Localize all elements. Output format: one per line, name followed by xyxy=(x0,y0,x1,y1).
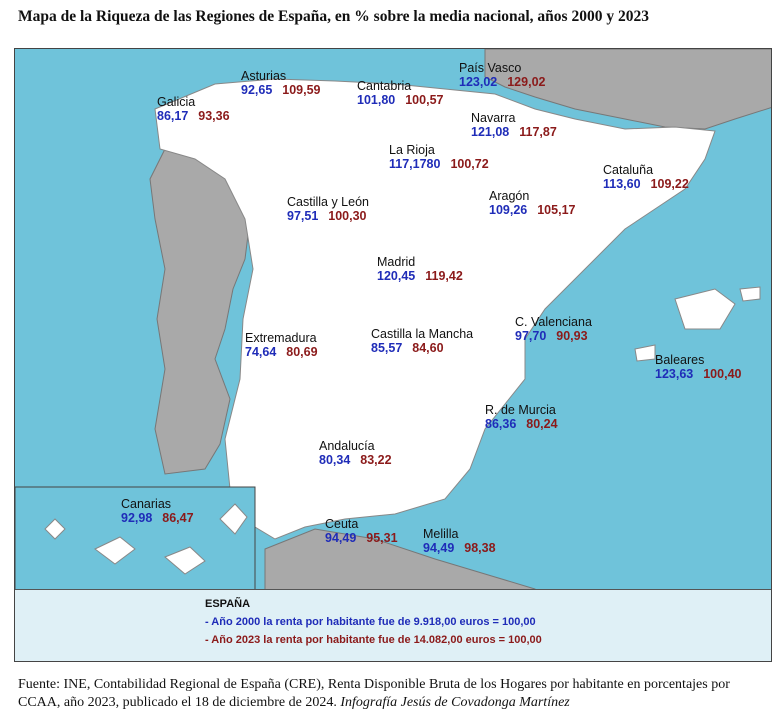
galicia-2023: 93,36 xyxy=(198,109,230,123)
madrid-name: Madrid xyxy=(377,255,416,269)
map-area: Galicia 86,17 93,36 Asturias 92,65 109,59 … xyxy=(14,48,772,662)
larioja-name: La Rioja xyxy=(389,143,435,157)
region-cataluna: Cataluña 113,60 109,22 xyxy=(603,163,689,191)
cyl-name: Castilla y León xyxy=(287,195,369,209)
canarias-2000: 92,98 xyxy=(121,511,153,525)
asturias-2023: 109,59 xyxy=(282,83,321,97)
region-cyl: Castilla y León 97,51 100,30 xyxy=(287,195,369,223)
melilla-2000: 94,49 xyxy=(423,541,455,555)
region-cantabria: Cantabria 101,80 100,57 xyxy=(357,79,443,107)
region-clm: Castilla la Mancha 85,57 84,60 xyxy=(371,327,473,355)
legend-2000: - Año 2000 la renta por habitante fue de… xyxy=(205,616,536,628)
ceuta-name: Ceuta xyxy=(325,517,359,531)
cantabria-2000: 101,80 xyxy=(357,93,396,107)
cataluna-2000: 113,60 xyxy=(603,177,641,191)
paisvasco-2023: 129,02 xyxy=(507,75,546,89)
larioja-2023: 100,72 xyxy=(450,157,489,171)
region-murcia: R. de Murcia 86,36 80,24 xyxy=(485,403,558,431)
murcia-2000: 86,36 xyxy=(485,417,517,431)
valenciana-2023: 90,93 xyxy=(556,329,588,343)
region-baleares: Baleares 123,63 100,40 xyxy=(655,353,741,381)
aragon-2000: 109,26 xyxy=(489,203,528,217)
region-paisvasco: País Vasco 123,02 129,02 xyxy=(459,61,545,89)
clm-name: Castilla la Mancha xyxy=(371,327,474,341)
andalucia-2023: 83,22 xyxy=(360,453,392,467)
melilla-name: Melilla xyxy=(423,527,459,541)
region-extremadura: Extremadura 74,64 80,69 xyxy=(245,331,318,359)
extremadura-2000: 74,64 xyxy=(245,345,277,359)
cyl-2000: 97,51 xyxy=(287,209,319,223)
larioja-2000: 117,1780 xyxy=(389,157,441,171)
extremadura-name: Extremadura xyxy=(245,331,317,345)
andalucia-2000: 80,34 xyxy=(319,453,351,467)
asturias-2000: 92,65 xyxy=(241,83,273,97)
baleares-2000: 123,63 xyxy=(655,367,694,381)
mallorca-island xyxy=(674,288,736,330)
legend-box: ESPAÑA - Año 2000 la renta por habitante… xyxy=(15,589,771,661)
region-melilla: Melilla 94,49 98,38 xyxy=(423,527,496,555)
region-navarra: Navarra 121,08 117,87 xyxy=(471,111,557,139)
madrid-2023: 119,42 xyxy=(425,269,463,283)
cantabria-2023: 100,57 xyxy=(405,93,444,107)
paisvasco-2000: 123,02 xyxy=(459,75,498,89)
legend-2023: - Año 2023 la renta por habitante fue de… xyxy=(205,634,542,646)
madrid-2000: 120,45 xyxy=(377,269,416,283)
melilla-2023: 98,38 xyxy=(464,541,496,555)
navarra-name: Navarra xyxy=(471,111,516,125)
menorca-island xyxy=(739,286,761,302)
cataluna-name: Cataluña xyxy=(603,163,654,177)
region-asturias: Asturias 92,65 109,59 xyxy=(241,69,321,97)
clm-2023: 84,60 xyxy=(412,341,444,355)
aragon-name: Aragón xyxy=(489,189,530,203)
murcia-name: R. de Murcia xyxy=(485,403,556,417)
region-andalucia: Andalucía 80,34 83,22 xyxy=(319,439,392,467)
region-aragon: Aragón 109,26 105,17 xyxy=(489,189,575,217)
canarias-islands xyxy=(44,503,248,575)
aragon-2023: 105,17 xyxy=(537,203,576,217)
map-title: Mapa de la Riqueza de las Regiones de Es… xyxy=(18,8,649,25)
canarias-2023: 86,47 xyxy=(162,511,194,525)
murcia-2023: 80,24 xyxy=(526,417,558,431)
region-larioja: La Rioja 117,1780 100,72 xyxy=(389,143,489,171)
legend-title: ESPAÑA xyxy=(205,598,251,610)
valenciana-2000: 97,70 xyxy=(515,329,547,343)
asturias-name: Asturias xyxy=(241,69,287,83)
paisvasco-name: País Vasco xyxy=(459,61,522,75)
region-madrid: Madrid 120,45 119,42 xyxy=(377,255,463,283)
extremadura-2023: 80,69 xyxy=(286,345,318,359)
france-land xyxy=(484,49,771,130)
galicia-name: Galicia xyxy=(157,95,196,109)
cantabria-name: Cantabria xyxy=(357,79,412,93)
region-canarias: Canarias 92,98 86,47 xyxy=(121,497,194,525)
galicia-2000: 86,17 xyxy=(157,109,189,123)
clm-2000: 85,57 xyxy=(371,341,403,355)
canarias-name: Canarias xyxy=(121,497,172,511)
valenciana-name: C. Valenciana xyxy=(515,315,592,329)
region-ceuta: Ceuta 94,49 95,31 xyxy=(325,517,398,545)
navarra-2000: 121,08 xyxy=(471,125,510,139)
region-galicia: Galicia 86,17 93,36 xyxy=(157,95,230,123)
andalucia-name: Andalucía xyxy=(319,439,375,453)
region-valenciana: C. Valenciana 97,70 90,93 xyxy=(515,315,592,343)
cyl-2023: 100,30 xyxy=(328,209,367,223)
ceuta-2023: 95,31 xyxy=(366,531,398,545)
baleares-2023: 100,40 xyxy=(703,367,742,381)
source-text: Fuente: INE, Contabilidad Regional de Es… xyxy=(18,677,730,710)
spain-land xyxy=(154,78,716,540)
ibiza-island xyxy=(634,344,656,362)
source-note: Fuente: INE, Contabilidad Regional de Es… xyxy=(18,676,768,712)
navarra-2023: 117,87 xyxy=(519,125,557,139)
source-credit: Infografía Jesús de Covadonga Martínez xyxy=(340,695,570,710)
ceuta-2000: 94,49 xyxy=(325,531,357,545)
baleares-name: Baleares xyxy=(655,353,705,367)
cataluna-2023: 109,22 xyxy=(650,177,689,191)
